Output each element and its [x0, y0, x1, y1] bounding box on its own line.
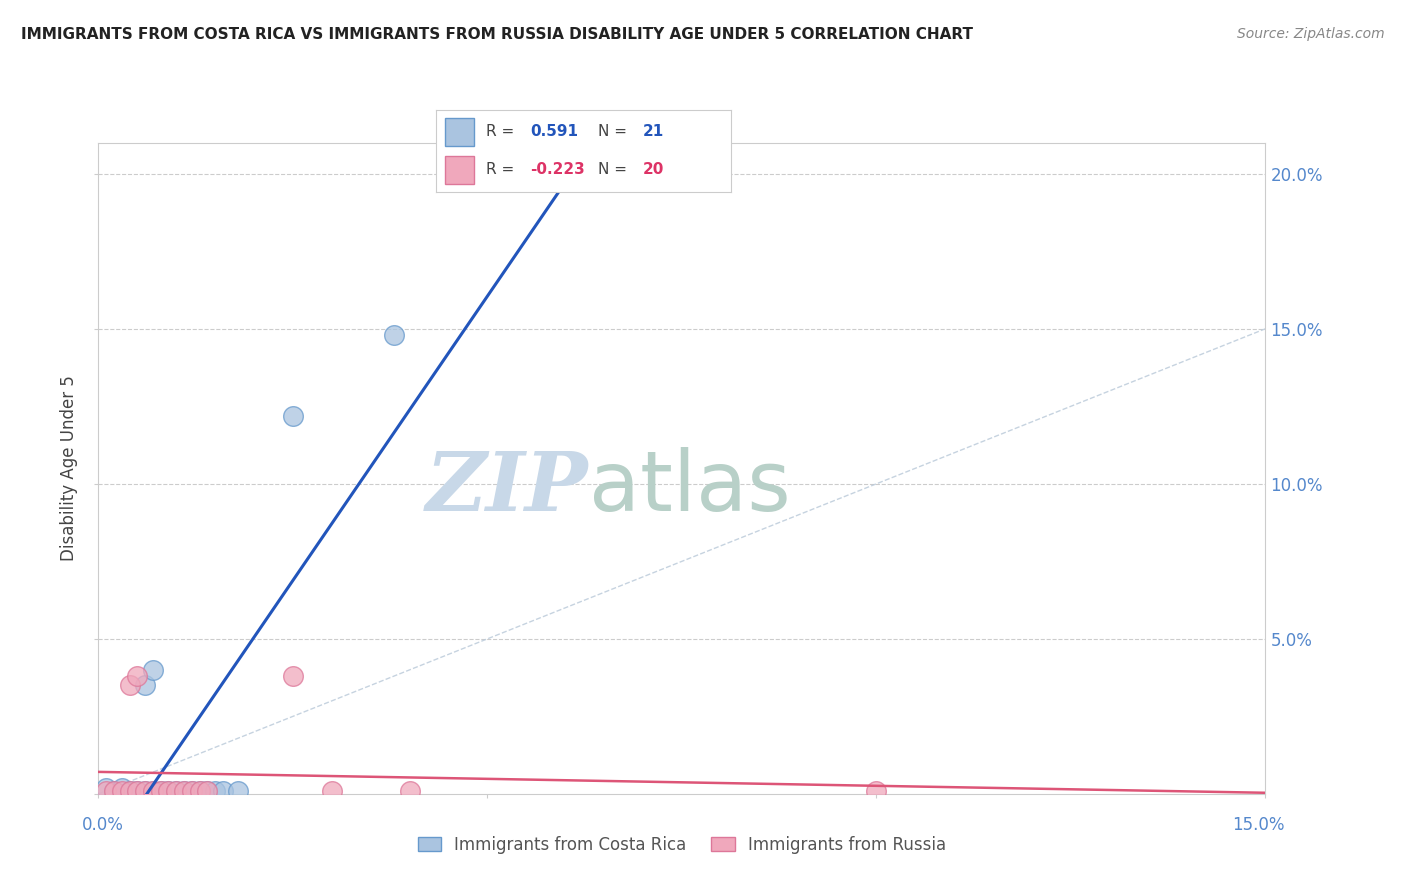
Point [157, 784, 180, 798]
Point [134, 784, 156, 798]
Point [180, 784, 202, 798]
Point [96, 784, 118, 798]
Point [157, 784, 180, 798]
Text: IMMIGRANTS FROM COSTA RICA VS IMMIGRANTS FROM RUSSIA DISABILITY AGE UNDER 5 CORR: IMMIGRANTS FROM COSTA RICA VS IMMIGRANTS… [21, 27, 973, 42]
Point [195, 784, 218, 798]
Point [165, 784, 187, 798]
Point [382, 328, 405, 343]
Point [398, 784, 420, 798]
Text: 0.591: 0.591 [530, 124, 578, 139]
Text: 0.0%: 0.0% [82, 816, 124, 834]
Point [118, 784, 141, 798]
Point [212, 784, 235, 798]
Point [281, 409, 304, 423]
Text: 21: 21 [643, 124, 664, 139]
Text: N =: N = [599, 124, 633, 139]
Point [127, 784, 149, 798]
Point [228, 784, 250, 798]
Point [865, 784, 887, 798]
Point [149, 784, 172, 798]
Bar [444, 156, 474, 184]
Point [180, 784, 202, 798]
Point [118, 678, 141, 692]
Y-axis label: Disability Age Under 5: Disability Age Under 5 [60, 376, 79, 561]
Legend: Immigrants from Costa Rica, Immigrants from Russia: Immigrants from Costa Rica, Immigrants f… [411, 829, 953, 861]
Point [127, 669, 149, 683]
Point [111, 784, 134, 798]
Point [134, 784, 156, 798]
Text: -0.223: -0.223 [530, 162, 585, 178]
Point [118, 784, 141, 798]
Text: Source: ZipAtlas.com: Source: ZipAtlas.com [1237, 27, 1385, 41]
Point [173, 784, 195, 798]
Point [103, 784, 125, 798]
Text: R =: R = [486, 124, 519, 139]
Bar [444, 118, 474, 145]
Point [195, 784, 218, 798]
Point [165, 784, 187, 798]
Text: 15.0%: 15.0% [1232, 816, 1285, 834]
Point [134, 678, 156, 692]
Point [149, 784, 172, 798]
Point [204, 784, 226, 798]
Point [142, 784, 165, 798]
Point [188, 784, 211, 798]
Point [142, 784, 165, 798]
Text: N =: N = [599, 162, 633, 178]
Point [111, 780, 134, 795]
Point [281, 669, 304, 683]
Point [173, 784, 195, 798]
Text: ZIP: ZIP [426, 448, 589, 528]
Point [127, 784, 149, 798]
Text: R =: R = [486, 162, 519, 178]
Point [188, 784, 211, 798]
Point [96, 780, 118, 795]
Point [321, 784, 343, 798]
Text: atlas: atlas [589, 447, 790, 528]
Point [103, 784, 125, 798]
Text: 20: 20 [643, 162, 664, 178]
Point [142, 663, 165, 677]
